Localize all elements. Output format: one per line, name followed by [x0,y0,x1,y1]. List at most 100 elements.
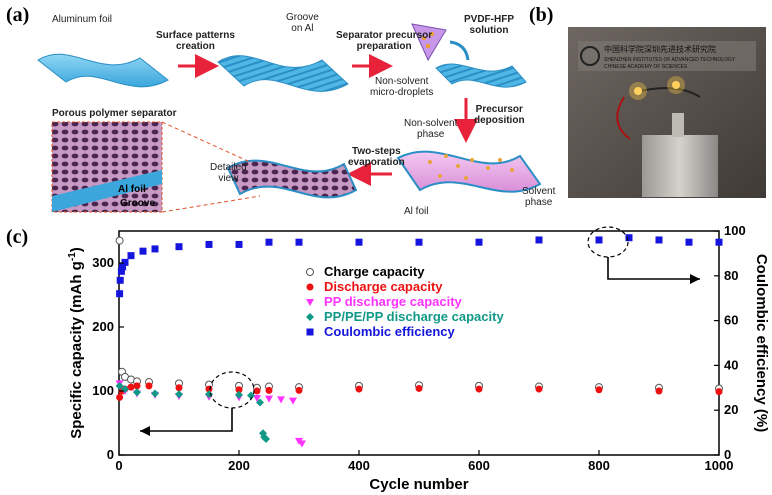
data-point [205,240,213,248]
y-tick-label: 300 [92,255,114,270]
legend-marker [306,299,314,306]
data-point [253,387,261,395]
data-point [535,385,543,393]
data-point [151,245,159,253]
legend-entry: PP/PE/PP discharge capacity [324,309,504,324]
label-surface-patterns: Surface patterns creation [156,30,235,52]
label-non-solvent-phase: Non-solvent phase [404,118,458,140]
data-point [175,384,183,392]
data-point [116,393,124,401]
photo-text-line3: CHINESE ACADEMY OF SCIENCES [604,64,688,70]
data-point [595,236,603,244]
battery-photo: 中国科学院深圳先进技术研究院 SHENZHEN INSTITUTES OF AD… [568,27,766,198]
label-groove-on-al: Groove on Al [286,12,319,34]
panel-label-b: (b) [529,4,554,26]
label-porous-separator: Porous polymer separator [52,108,177,119]
aluminum-foil-shape [37,53,169,88]
label-non-solvent-droplets: Non-solvent micro-droplets [370,76,434,98]
label-aluminum-foil: Aluminum foil [52,14,113,25]
data-point [115,381,124,390]
data-point [253,395,261,403]
data-point [265,238,273,246]
beaker-shape [411,23,447,62]
data-point [265,395,273,403]
data-point [715,388,723,396]
x-tick-label: 800 [588,458,610,473]
plot-area [118,230,720,456]
data-point [175,390,183,399]
data-point [355,238,363,246]
led-1 [634,87,642,95]
y-tick-label: 100 [92,383,114,398]
data-point [139,247,147,255]
data-point [145,382,153,390]
legend-marker [306,283,314,291]
x-axis-title: Cycle number [369,476,468,493]
data-point [133,382,141,390]
data-point [475,238,483,246]
arrow-to-right-axis [607,257,700,280]
label-detailed-view: Detailed view [210,162,247,184]
legend-entry: Discharge capacity [324,279,443,294]
data-point [298,440,306,448]
legend-entry: PP discharge capacity [324,294,463,309]
series-ce [116,234,723,298]
data-point [475,385,483,393]
data-point [121,258,129,266]
y2-tick-label: 20 [724,402,738,417]
data-point [175,243,183,251]
pouch-cell [642,135,718,197]
data-point [116,290,124,298]
data-point [262,435,270,443]
y-axis-title: Specific capacity (mAh g-1) [67,247,85,438]
data-point [115,236,124,245]
data-point [119,263,127,271]
institute-logo [580,46,600,66]
legend-marker [306,328,314,336]
arrow-to-left-axis [140,408,233,432]
coated-foil-shape [396,150,542,193]
data-point [595,386,603,394]
panel-label-c: (c) [6,226,29,248]
photo-text-line1: 中国科学院深圳先进技术研究院 [604,44,716,54]
label-pvdf-hfp: PVDF-HFP solution [464,14,514,36]
data-point [625,234,633,242]
y2-tick-label: 60 [724,313,738,328]
y2-tick-label: 100 [724,223,746,238]
porous-film-shape [226,159,358,199]
legend-entry: Charge capacity [324,264,425,279]
data-point [116,276,124,284]
pour-arrow [449,40,470,61]
x-tick-label: 200 [228,458,250,473]
data-point [289,397,297,405]
data-point [415,384,423,392]
data-point [235,390,243,399]
led-2 [672,81,680,89]
data-point [235,240,243,248]
y-tick-label: 200 [92,319,114,334]
data-point [133,388,141,397]
label-al-foil-bottom: Al foil [404,206,429,217]
label-precursor-deposition: Precursor deposition [474,104,525,126]
legend-entry: Coulombic efficiency [324,324,456,339]
data-point [415,238,423,246]
data-point [715,238,723,246]
photo-text-line2: SHENZHEN INSTITUTES OF ADVANCED TECHNOLO… [604,57,736,63]
data-point [256,398,264,407]
y2-tick-label: 80 [724,268,738,283]
data-point [655,236,663,244]
panel-label-a: (a) [6,4,30,26]
label-solvent-phase: Solvent phase [522,186,556,208]
data-point [295,386,303,394]
data-point [235,386,243,394]
data-point [205,390,213,399]
wire-left [616,96,631,140]
y2-axis-title: Coulombic efficiency (%) [753,254,770,432]
highlight-circle-right [587,226,629,258]
legend-marker [306,313,314,321]
data-point [355,385,363,393]
grooved-foil-shape [217,55,349,92]
data-point [127,252,135,260]
data-point [295,238,303,246]
